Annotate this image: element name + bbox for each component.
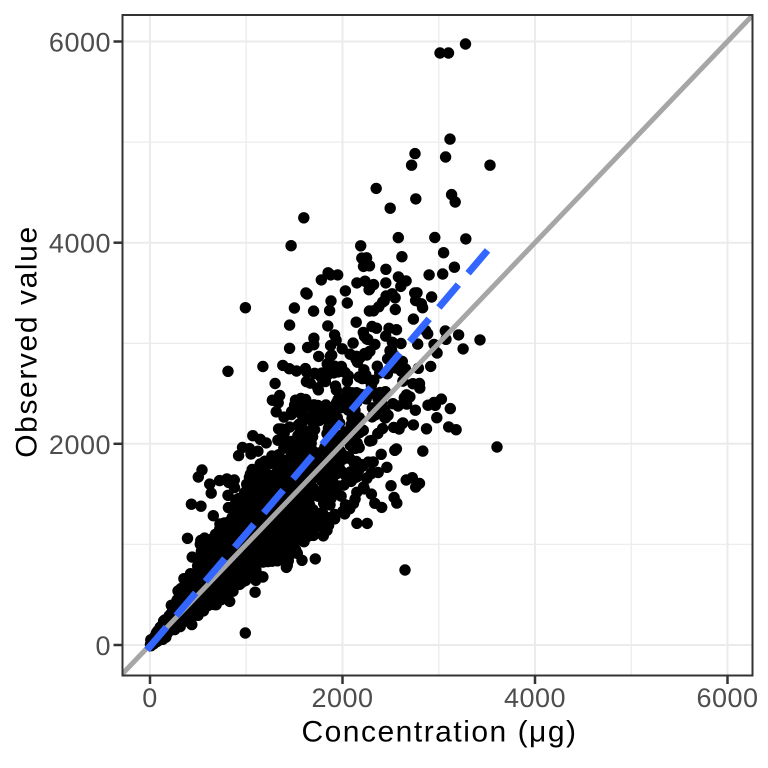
svg-text:4000: 4000 [49,229,111,259]
svg-text:6000: 6000 [49,28,111,58]
svg-text:4000: 4000 [504,683,566,713]
svg-text:2000: 2000 [311,683,373,713]
svg-text:0: 0 [142,683,158,713]
svg-text:Observed value: Observed value [11,225,44,458]
svg-text:6000: 6000 [696,683,758,713]
svg-text:0: 0 [95,631,111,661]
svg-text:2000: 2000 [49,430,111,460]
svg-text:Concentration (μg): Concentration (μg) [301,716,577,749]
